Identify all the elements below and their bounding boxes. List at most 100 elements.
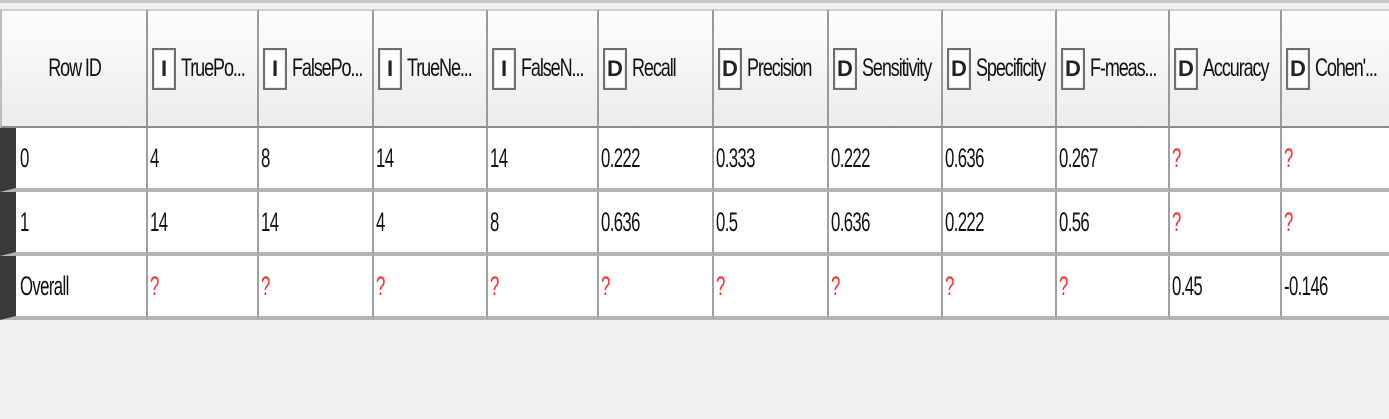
column-header-accuracy[interactable]: D Accuracy [1170, 9, 1282, 128]
double-type-icon: D [1174, 47, 1198, 90]
missing-value: ? [1172, 206, 1181, 237]
table-row[interactable]: 0 4 8 14 14 0.222 0.333 0.222 0.636 0.267?? [0, 128, 1389, 192]
column-header-truepositives[interactable]: I TruePo... [148, 9, 259, 128]
cell-value: 14 [490, 142, 508, 173]
missing-value: ? [601, 270, 610, 301]
cell-value: 14 [376, 142, 394, 173]
column-header-label: Cohen'... [1315, 54, 1378, 82]
column-header-label: Specificity [976, 54, 1046, 82]
cell-value: 4 [376, 206, 385, 237]
table-cell[interactable]: 0.222 [829, 128, 943, 192]
column-header-falsepositives[interactable]: I FalsePo... [259, 9, 374, 128]
table-cell[interactable]: 0.636 [829, 192, 943, 256]
table-row[interactable]: 1 14 14 4 8 0.636 0.5 0.636 0.222 0.56?? [0, 192, 1389, 256]
row-id-cell[interactable]: 1 [0, 192, 148, 256]
table-cell[interactable]: 0.333 [714, 128, 829, 192]
cell-value: 14 [150, 206, 168, 237]
column-header-label: F-meas... [1090, 54, 1157, 82]
double-type-icon: D [603, 47, 627, 90]
column-header-label: TrueNe... [407, 54, 473, 82]
table-cell[interactable]: ? [1282, 128, 1389, 192]
column-header-label: Sensitivity [862, 54, 932, 82]
table-cell[interactable]: 0.636 [943, 128, 1057, 192]
row-id-cell[interactable]: Overall [0, 256, 148, 320]
column-header-falsenegatives[interactable]: I FalseN... [488, 9, 599, 128]
column-header-label: TruePo... [181, 54, 246, 82]
table-cell[interactable]: ? [1282, 192, 1389, 256]
table-cell[interactable]: ? [1057, 256, 1170, 320]
table-cell[interactable]: 0.636 [599, 192, 714, 256]
column-header-label: Precision [747, 54, 812, 82]
cell-value: 0.267 [1059, 142, 1098, 173]
table-cell[interactable]: ? [259, 256, 374, 320]
double-type-icon: D [1286, 47, 1310, 90]
column-header-precision[interactable]: D Precision [714, 9, 829, 128]
missing-value: ? [1172, 142, 1181, 173]
table-cell[interactable]: ? [148, 256, 259, 320]
missing-value: ? [1284, 142, 1293, 173]
cell-value: 0.636 [831, 206, 870, 237]
row-id-cell[interactable]: 0 [0, 128, 148, 192]
table-cell[interactable]: 0.222 [599, 128, 714, 192]
table-cell[interactable]: ? [599, 256, 714, 320]
table-cell[interactable]: 14 [259, 192, 374, 256]
table-cell[interactable]: 14 [148, 192, 259, 256]
header-row: Row ID I TruePo... I FalsePo... I TrueNe...… [0, 9, 1389, 128]
missing-value: ? [376, 270, 385, 301]
double-type-icon: D [833, 47, 857, 90]
column-header-truenegatives[interactable]: I TrueNe... [374, 9, 488, 128]
table-cell[interactable]: ? [829, 256, 943, 320]
table-cell[interactable]: 14 [488, 128, 599, 192]
missing-value: ? [1059, 270, 1068, 301]
missing-value: ? [831, 270, 840, 301]
column-header-specificity[interactable]: D Specificity [943, 9, 1057, 128]
table-cell[interactable]: ? [1170, 128, 1282, 192]
cell-value: 0.222 [831, 142, 870, 173]
double-type-icon: D [947, 47, 971, 90]
table-cell[interactable]: 4 [374, 192, 488, 256]
table-cell[interactable]: ? [488, 256, 599, 320]
table-cell[interactable]: 0.267 [1057, 128, 1170, 192]
column-header-label: Recall [632, 54, 677, 82]
integer-type-icon: I [492, 47, 516, 90]
cell-value: 0.222 [945, 206, 984, 237]
table-cell[interactable]: -0.146 [1282, 256, 1389, 320]
cell-value: 8 [490, 206, 499, 237]
column-header-rowid[interactable]: Row ID [0, 9, 148, 128]
cell-value: 0.333 [716, 142, 755, 173]
table-cell[interactable]: 8 [488, 192, 599, 256]
double-type-icon: D [718, 47, 742, 90]
integer-type-icon: I [263, 47, 287, 90]
cell-value: 8 [261, 142, 270, 173]
table-cell[interactable]: ? [374, 256, 488, 320]
cell-value: Overall [20, 270, 69, 301]
integer-type-icon: I [152, 47, 176, 90]
table-cell[interactable]: 0.56 [1057, 192, 1170, 256]
column-header-fmeasure[interactable]: D F-meas... [1057, 9, 1170, 128]
table-body: 0 4 8 14 14 0.222 0.333 0.222 0.636 0.267?? 1 14 14 4… [0, 128, 1389, 320]
cell-value: 1 [20, 206, 29, 237]
table-cell[interactable]: 14 [374, 128, 488, 192]
column-header-cohens-kappa[interactable]: D Cohen'... [1282, 9, 1389, 128]
table-cell[interactable]: ? [943, 256, 1057, 320]
table-row[interactable]: Overall????????? 0.45 -0.146 [0, 256, 1389, 320]
table-cell[interactable]: 4 [148, 128, 259, 192]
column-header-label: FalseN... [521, 54, 584, 82]
table-cell[interactable]: 0.222 [943, 192, 1057, 256]
missing-value: ? [150, 270, 159, 301]
column-header-label: Row ID [47, 54, 102, 82]
cell-value: 4 [150, 142, 159, 173]
table-cell[interactable]: ? [1170, 192, 1282, 256]
cell-value: -0.146 [1284, 270, 1328, 301]
table-cell[interactable]: 8 [259, 128, 374, 192]
table-cell[interactable]: ? [714, 256, 829, 320]
cell-value: 0.636 [601, 206, 640, 237]
column-header-recall[interactable]: D Recall [599, 9, 714, 128]
table-cell[interactable]: 0.5 [714, 192, 829, 256]
cell-value: 0 [20, 142, 29, 173]
table-cell[interactable]: 0.45 [1170, 256, 1282, 320]
cell-value: 0.56 [1059, 206, 1090, 237]
column-header-sensitivity[interactable]: D Sensitivity [829, 9, 943, 128]
missing-value: ? [490, 270, 499, 301]
